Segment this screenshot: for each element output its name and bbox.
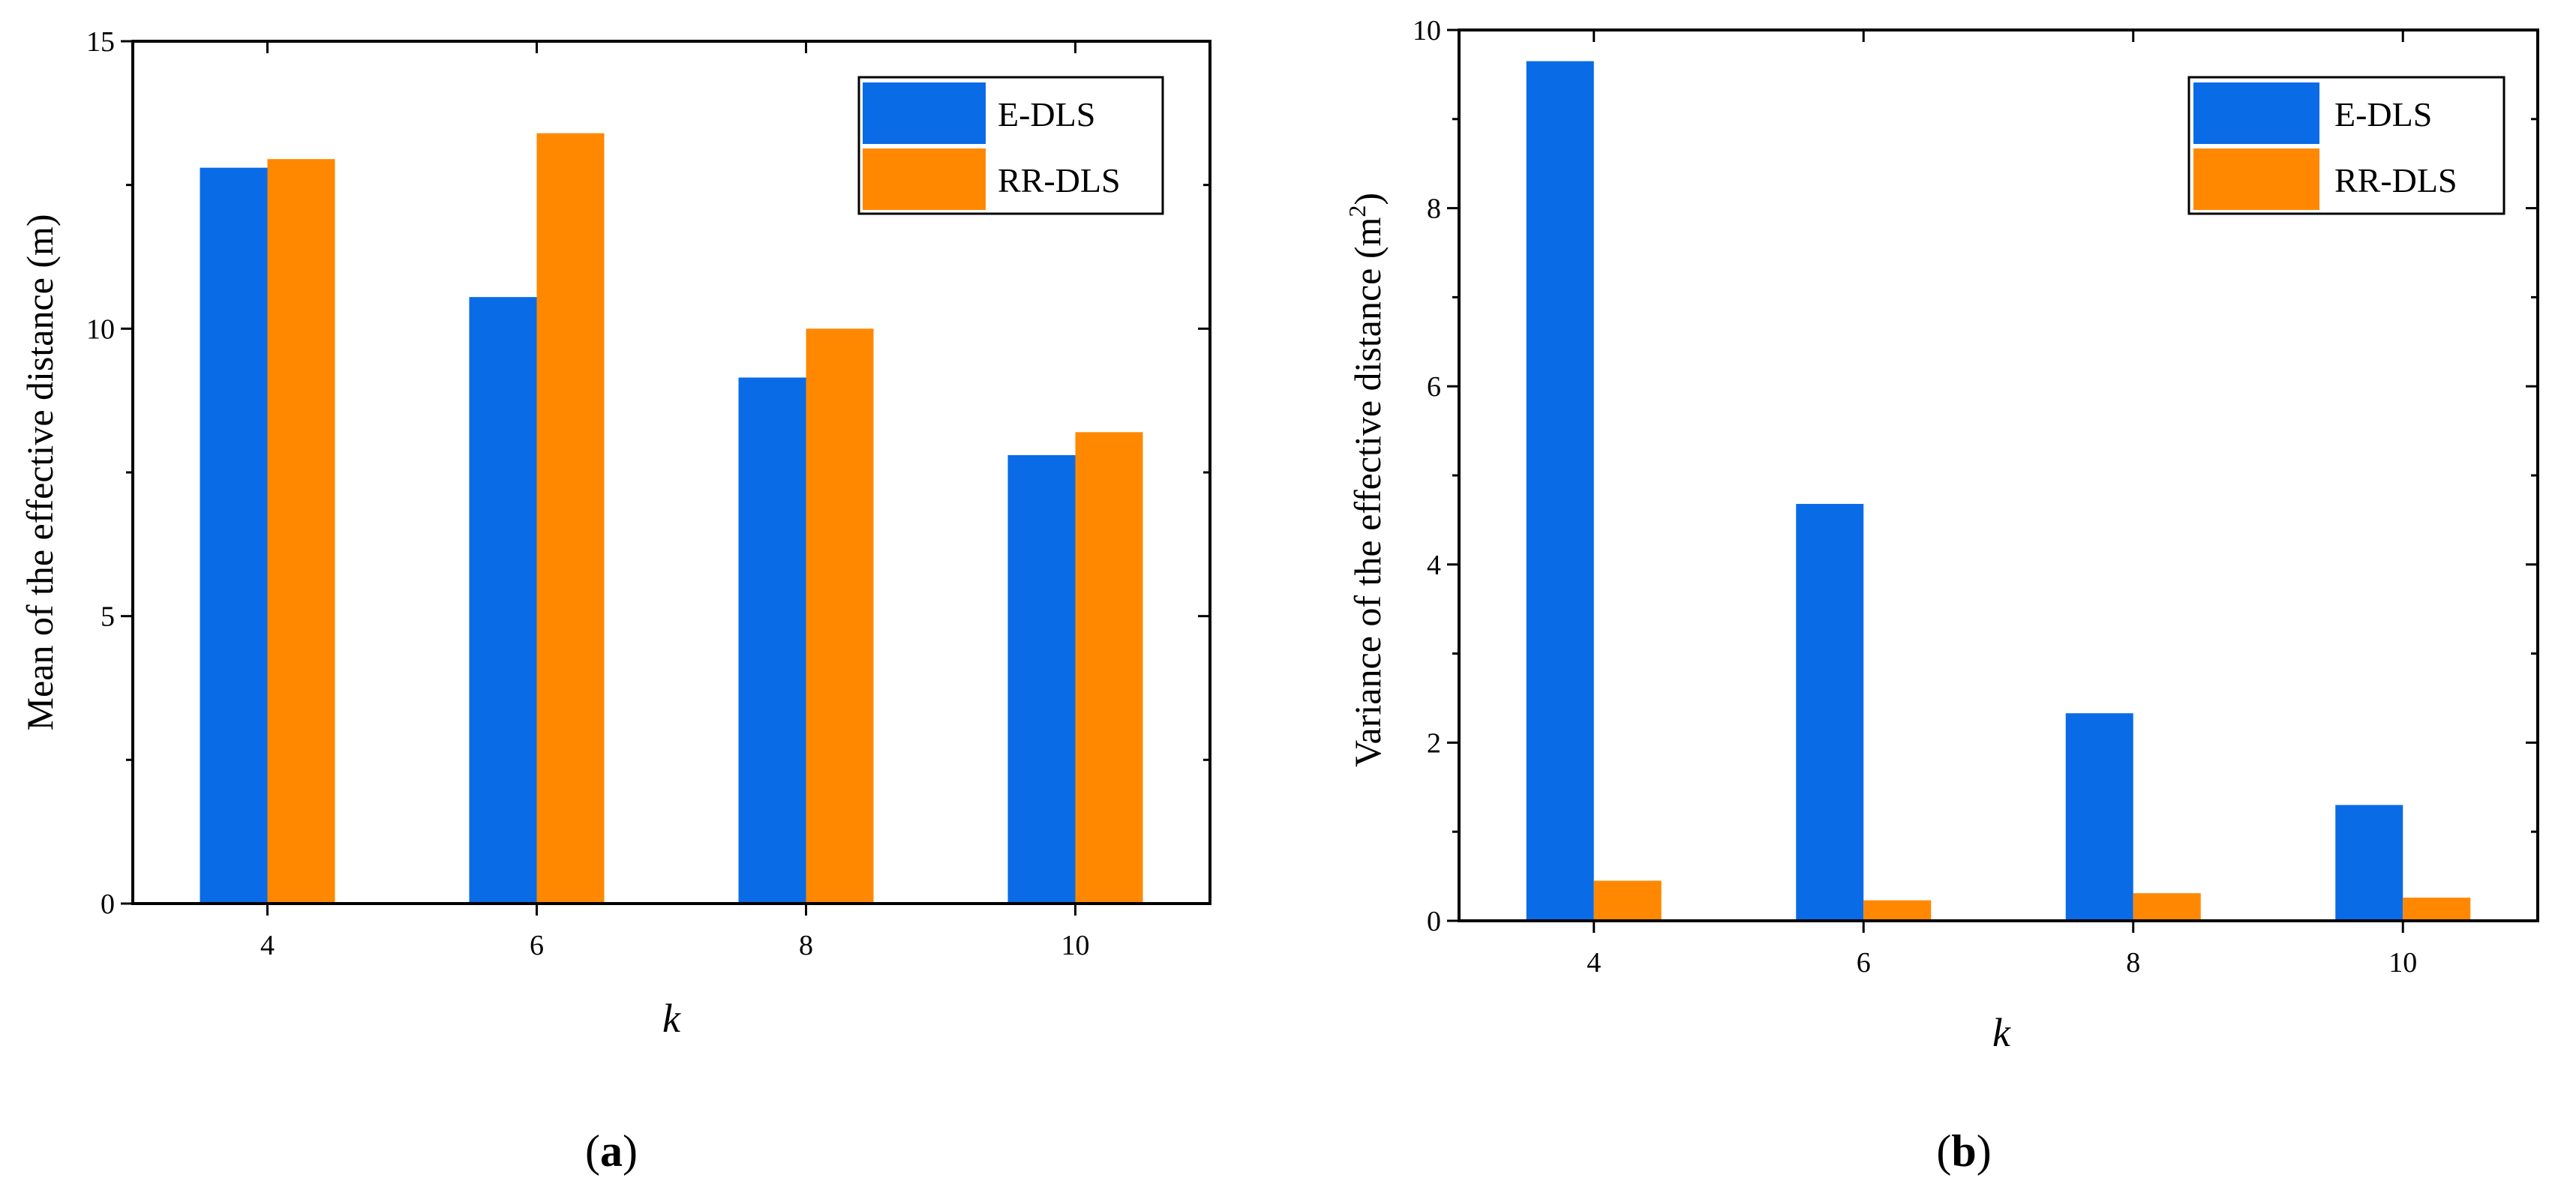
- chart-b-bar-e-dls-k6: [1796, 504, 1864, 921]
- chart-b-ytick-label: 6: [1427, 371, 1441, 403]
- chart-a-bar-e-dls-k6: [469, 297, 537, 904]
- chart-a-ytick-label: 15: [86, 26, 115, 58]
- chart-a-bar-e-dls-k8: [738, 377, 806, 904]
- chart-a-bars: [200, 133, 1143, 904]
- chart-b-bar-rr-dls-k8: [2133, 893, 2201, 921]
- chart-b-ytick-labels: 0 2 4 6 8 10: [1413, 15, 1441, 937]
- chart-a-panel-label: (a): [585, 1126, 638, 1176]
- chart-b-xtick-label: 4: [1587, 947, 1601, 979]
- chart-a-axes-frame: [131, 40, 1211, 905]
- chart-a-ytick-label: 5: [101, 601, 115, 633]
- chart-a: 0 5 10 15 4 6 8 10 Mean of the effective dista…: [19, 26, 1211, 1176]
- chart-b-xtick-label: 6: [1857, 947, 1871, 979]
- chart-b-xtick-label: 10: [2388, 947, 2417, 979]
- chart-a-bar-e-dls-k4: [200, 167, 268, 904]
- chart-a-xlabel: k: [662, 996, 681, 1041]
- chart-b-bar-e-dls-k4: [1526, 61, 1594, 922]
- chart-b-legend: E-DLS RR-DLS: [2187, 76, 2505, 215]
- chart-b-ytick-label: 0: [1427, 906, 1441, 937]
- chart-b-ylabel-sup: 2: [1344, 205, 1371, 217]
- chart-a-xtick-label: 10: [1061, 930, 1090, 961]
- chart-a-bar-e-dls-k10: [1007, 455, 1076, 904]
- chart-a-legend-label-rrdls: RR-DLS: [998, 161, 1121, 199]
- chart-a-xtick-label: 6: [530, 930, 544, 961]
- chart-b-legend-swatch-rrdls: [2193, 148, 2319, 210]
- chart-b-bar-rr-dls-k6: [1863, 900, 1932, 921]
- chart-a-bar-rr-dls-k4: [267, 159, 335, 904]
- chart-a-xtick-labels: 4 6 8 10: [260, 930, 1090, 961]
- chart-b-ytick-label: 10: [1413, 15, 1441, 46]
- chart-b: 0 2 4 6 8 10 4 6 8 10 Variance of the effective …: [1344, 15, 2539, 1176]
- chart-b-bar-e-dls-k10: [2335, 805, 2403, 921]
- chart-a-bar-rr-dls-k10: [1075, 432, 1143, 904]
- chart-b-legend-label-edls: E-DLS: [2334, 95, 2432, 133]
- chart-a-legend-label-edls: E-DLS: [998, 95, 1095, 133]
- chart-a-legend: E-DLS RR-DLS: [857, 76, 1164, 215]
- chart-b-bars: [1526, 61, 2471, 922]
- chart-a-legend-swatch-edls: [863, 82, 986, 144]
- chart-b-axes-frame: [1458, 28, 2539, 922]
- chart-b-bar-e-dls-k8: [2065, 713, 2133, 921]
- chart-a-xtick-label: 8: [799, 930, 813, 961]
- chart-a-bar-rr-dls-k6: [536, 133, 605, 904]
- chart-b-ytick-label: 8: [1427, 193, 1441, 225]
- chart-b-ytick-label: 4: [1427, 550, 1441, 581]
- chart-b-xlabel: k: [1992, 1010, 2011, 1055]
- chart-b-legend-swatch-edls: [2193, 82, 2319, 144]
- chart-a-ytick-label: 10: [86, 313, 115, 345]
- chart-b-bar-rr-dls-k10: [2403, 898, 2471, 921]
- chart-b-legend-label-rrdls: RR-DLS: [2334, 161, 2457, 199]
- chart-a-legend-swatch-rrdls: [863, 148, 986, 210]
- chart-b-ylabel-main: Variance of the effective distance (m: [1347, 217, 1389, 768]
- chart-a-ytick-label: 0: [101, 889, 115, 920]
- chart-b-xtick-labels: 4 6 8 10: [1587, 947, 2417, 979]
- chart-a-xtick-label: 4: [260, 930, 275, 961]
- chart-a-ylabel: Mean of the effective distance (m): [19, 214, 61, 730]
- chart-b-ylabel: Variance of the effective distance (m2): [1344, 193, 1389, 767]
- chart-b-ytick-label: 2: [1427, 727, 1441, 759]
- chart-b-ylabel-suffix: ): [1347, 193, 1389, 205]
- chart-b-bar-rr-dls-k4: [1593, 880, 1662, 921]
- chart-a-bar-rr-dls-k8: [806, 328, 874, 904]
- chart-a-ytick-labels: 0 5 10 15: [86, 26, 115, 920]
- chart-b-xtick-label: 8: [2126, 947, 2140, 979]
- chart-b-panel-label: (b): [1936, 1126, 1991, 1176]
